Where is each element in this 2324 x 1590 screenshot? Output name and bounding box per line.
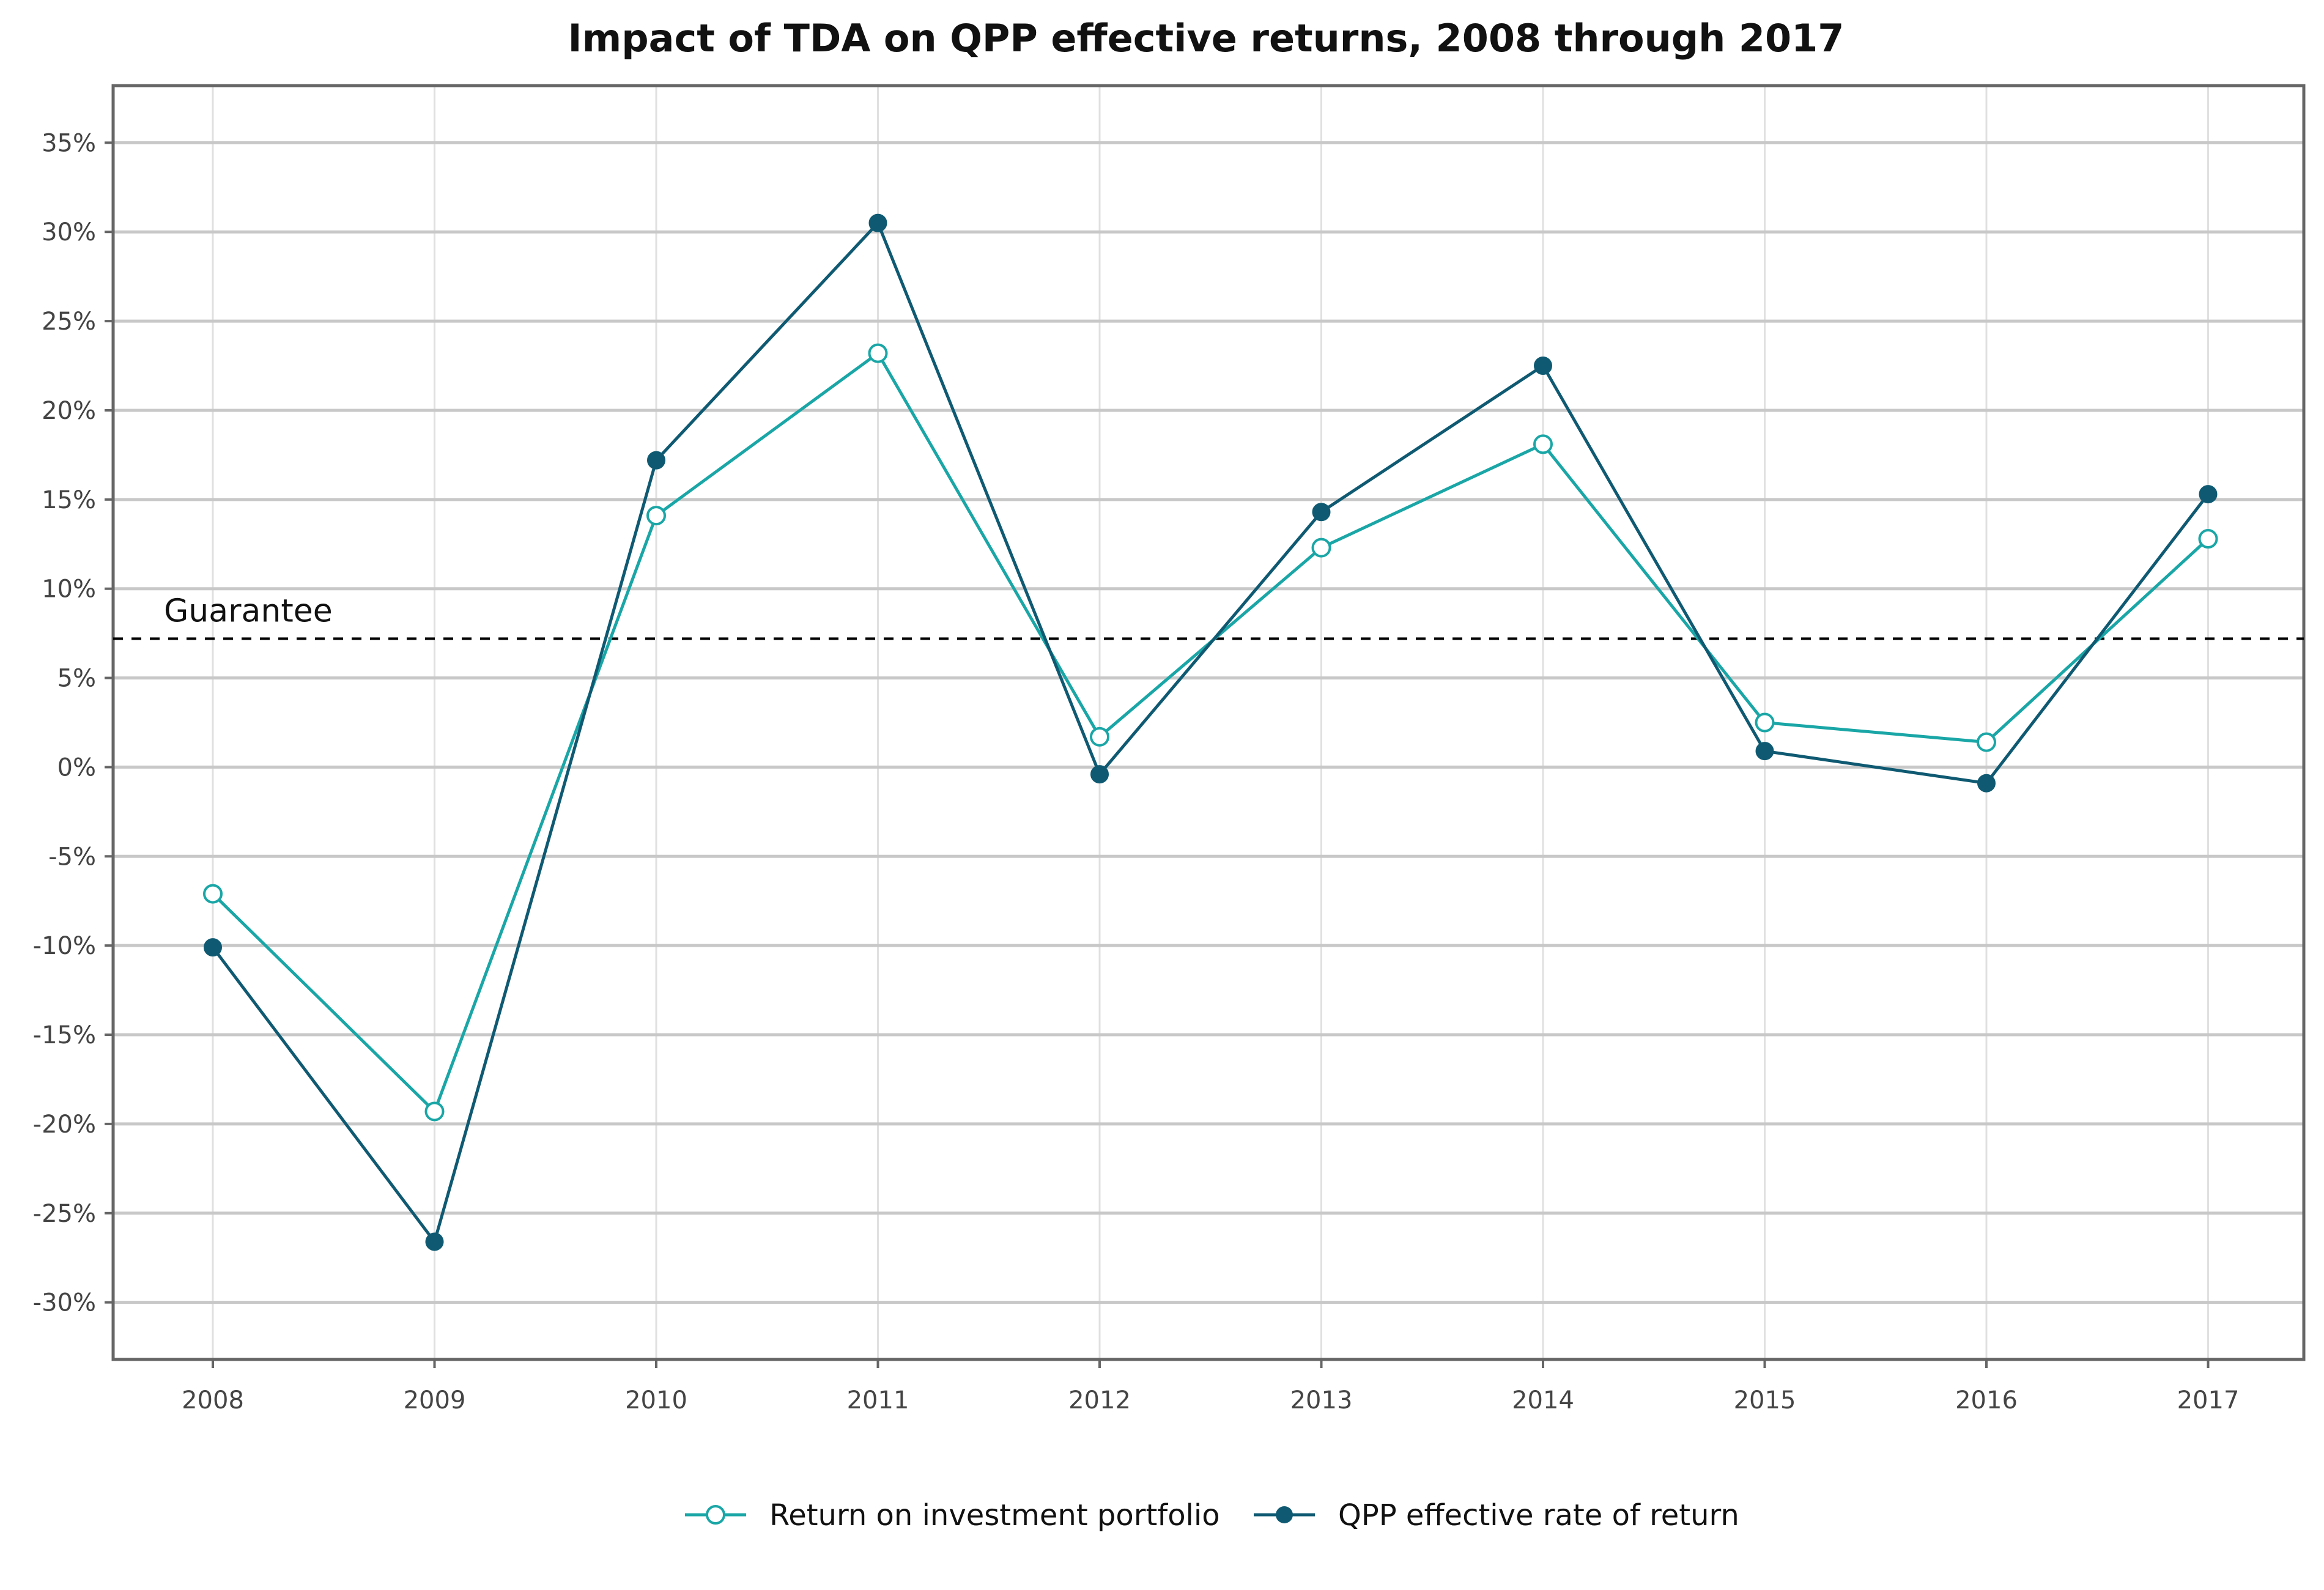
series-line xyxy=(212,221,2210,1243)
legend-marker xyxy=(706,1505,725,1525)
data-point xyxy=(425,1232,444,1251)
data-point xyxy=(646,506,666,526)
data-point xyxy=(868,213,887,232)
guarantee-label: Guarantee xyxy=(164,593,333,629)
data-point xyxy=(1312,503,1331,522)
y-axis: 35% 30% 25% 20% 15% 10% 5% 0% -5% -10% -15% -20% -25… xyxy=(33,129,113,1317)
x-tick-label: 2012 xyxy=(1068,1386,1131,1414)
data-point xyxy=(424,1101,445,1122)
data-point xyxy=(1977,732,1996,752)
data-point xyxy=(1534,357,1552,375)
x-tick-label: 2011 xyxy=(847,1386,909,1414)
y-tick-label: 20% xyxy=(42,397,96,425)
x-tick-label: 2013 xyxy=(1290,1386,1353,1414)
y-tick-label: 30% xyxy=(42,218,96,246)
y-tick-label: -5% xyxy=(48,843,96,871)
data-point xyxy=(1311,538,1331,558)
y-gridlines xyxy=(113,141,2304,1304)
y-tick-label: 15% xyxy=(42,486,96,514)
x-axis: 2008 2009 2010 2011 2012 2013 2014 2015 2016 2017 xyxy=(182,1359,2239,1414)
series-2 xyxy=(204,213,2218,1251)
y-tick-label: -15% xyxy=(33,1021,96,1049)
x-tick-label: 2008 xyxy=(182,1386,244,1414)
y-tick-label: -25% xyxy=(33,1200,96,1228)
data-point xyxy=(204,938,222,957)
legend: Return on investment portfolio QPP effect… xyxy=(685,1498,1739,1533)
data-point xyxy=(1533,434,1553,454)
data-point xyxy=(1755,742,1774,761)
data-point xyxy=(868,343,888,363)
y-tick-label: 25% xyxy=(42,308,96,336)
legend-marker xyxy=(1276,1506,1293,1523)
x-gridlines xyxy=(212,86,2209,1359)
plot-border xyxy=(111,84,2306,1361)
data-point xyxy=(2199,485,2218,504)
data-point xyxy=(1755,712,1775,733)
data-point xyxy=(203,884,223,904)
data-point xyxy=(1090,727,1109,747)
y-tick-label: 10% xyxy=(42,575,96,604)
y-tick-label: -20% xyxy=(33,1111,96,1139)
x-tick-label: 2010 xyxy=(625,1386,687,1414)
series-layer xyxy=(203,213,2218,1251)
guarantee-reference: Guarantee xyxy=(113,593,2304,640)
data-point xyxy=(1977,774,1996,793)
data-point xyxy=(647,451,665,470)
legend-label: QPP effective rate of return xyxy=(1338,1498,1739,1533)
y-tick-label: 35% xyxy=(42,129,96,157)
data-point xyxy=(1090,765,1109,784)
plot-background xyxy=(113,86,2304,1359)
x-tick-label: 2009 xyxy=(404,1386,466,1414)
x-tick-label: 2017 xyxy=(2177,1386,2240,1414)
y-tick-label: 0% xyxy=(57,753,96,782)
legend-item: Return on investment portfolio xyxy=(685,1498,1220,1533)
y-tick-label: -30% xyxy=(33,1289,96,1317)
x-tick-label: 2015 xyxy=(1734,1386,1796,1414)
chart-title: Impact of TDA on QPP effective returns, … xyxy=(568,16,1845,61)
x-tick-label: 2014 xyxy=(1512,1386,1574,1414)
y-tick-label: 5% xyxy=(57,665,96,693)
legend-item: QPP effective rate of return xyxy=(1254,1498,1739,1533)
legend-label: Return on investment portfolio xyxy=(769,1498,1220,1533)
x-tick-label: 2016 xyxy=(1955,1386,2018,1414)
y-tick-label: -10% xyxy=(33,932,96,960)
data-point xyxy=(2198,529,2218,549)
